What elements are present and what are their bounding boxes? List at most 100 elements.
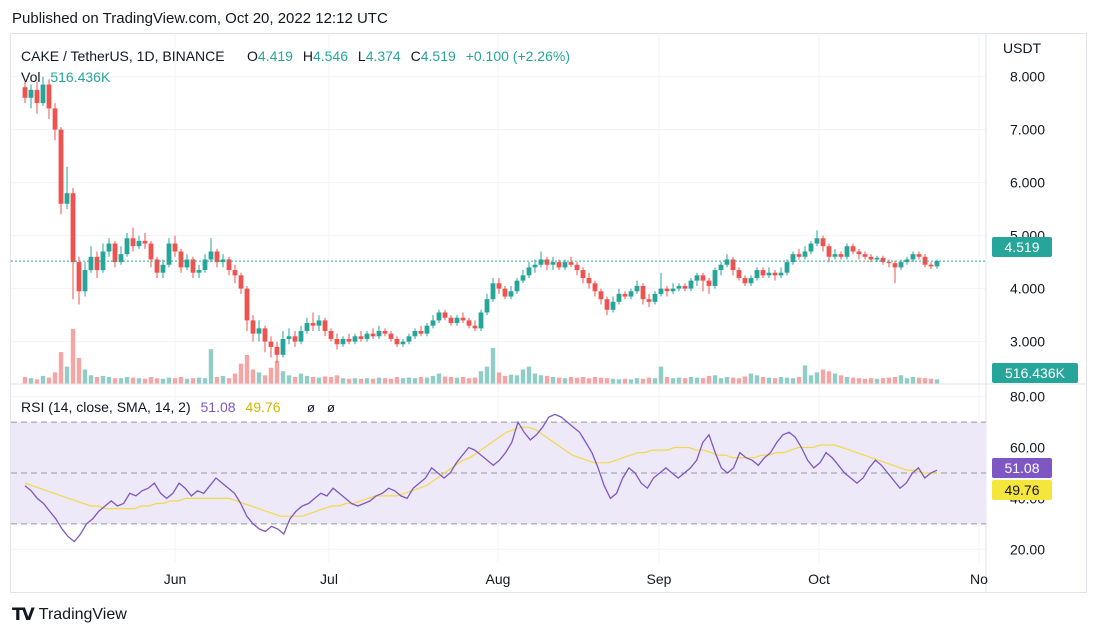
candle-body bbox=[730, 259, 736, 271]
volume-bar bbox=[226, 378, 232, 384]
volume-bar bbox=[430, 375, 436, 384]
volume-bar bbox=[814, 372, 820, 384]
time-axis[interactable]: Jun Jul Aug Sep Oct No bbox=[164, 571, 988, 587]
candle-body bbox=[292, 336, 298, 342]
candle-body bbox=[616, 293, 622, 302]
volume-bar bbox=[52, 372, 58, 384]
time-axis-label: Aug bbox=[486, 571, 511, 587]
time-axis-label: Jun bbox=[164, 571, 187, 587]
chart-frame[interactable]: CAKE / TetherUS, 1D, BINANCE O4.419 H4.5… bbox=[10, 33, 1087, 593]
candle-body bbox=[370, 333, 376, 337]
candle-body bbox=[880, 257, 886, 263]
volume-bar bbox=[916, 377, 922, 384]
price-axis-tick: 3.000 bbox=[1010, 334, 1045, 350]
candle-body bbox=[466, 320, 472, 326]
candles bbox=[22, 76, 940, 363]
legend-high-label: H bbox=[303, 48, 313, 64]
volume-bar bbox=[496, 372, 502, 384]
candle-body bbox=[208, 251, 214, 260]
rsi-legend-value: 51.08 bbox=[201, 399, 236, 415]
candle-body bbox=[640, 285, 646, 300]
candle-body bbox=[34, 89, 40, 104]
volume-bar bbox=[484, 366, 490, 384]
candle-body bbox=[808, 243, 814, 252]
candle-body bbox=[244, 288, 250, 321]
legend-close-label: C bbox=[411, 48, 421, 64]
legend-low-value: 4.374 bbox=[366, 48, 401, 64]
candle-body bbox=[430, 320, 436, 326]
chart-svg[interactable]: CAKE / TetherUS, 1D, BINANCE O4.419 H4.5… bbox=[11, 34, 1086, 592]
candle-body bbox=[934, 261, 940, 267]
volume-bar bbox=[28, 378, 34, 384]
volume-bar bbox=[154, 378, 160, 384]
candle-body bbox=[634, 285, 640, 292]
candle-body bbox=[718, 264, 724, 271]
candle-body bbox=[478, 312, 484, 329]
volume-bar bbox=[448, 377, 454, 384]
candle-body bbox=[346, 338, 352, 342]
volume-bar bbox=[142, 378, 148, 384]
volume-bar bbox=[460, 377, 466, 384]
volume-bar bbox=[682, 378, 688, 384]
volume-bar bbox=[556, 377, 562, 384]
volume-bar bbox=[112, 378, 118, 384]
eye-off-icon[interactable]: ø bbox=[307, 400, 315, 415]
rsi-pane[interactable] bbox=[11, 413, 986, 543]
candle-body bbox=[862, 254, 868, 257]
price-axis-unit: USDT bbox=[1003, 40, 1042, 56]
candle-body bbox=[790, 254, 796, 263]
volume-bar bbox=[160, 378, 166, 384]
candle-body bbox=[592, 283, 598, 292]
rsi-axis-tick: 80.00 bbox=[1010, 389, 1045, 405]
rsi-sma-tag-text: 49.76 bbox=[1004, 482, 1039, 498]
rsi-value-tag-bg bbox=[992, 458, 1052, 478]
volume-bar bbox=[574, 377, 580, 384]
candle-body bbox=[910, 254, 916, 260]
legend-volume-value: 516.436K bbox=[50, 69, 111, 85]
volume-bar bbox=[760, 377, 766, 384]
candle-body bbox=[442, 312, 448, 318]
volume-bar bbox=[478, 371, 484, 384]
volume-bar bbox=[388, 378, 394, 384]
volume-bar bbox=[562, 378, 568, 384]
candle-body bbox=[856, 251, 862, 255]
candle-body bbox=[526, 267, 532, 276]
volume-bar bbox=[100, 375, 106, 384]
rsi-axis-tick: 60.00 bbox=[1010, 440, 1045, 456]
volume-bar bbox=[34, 379, 40, 384]
volume-bar bbox=[616, 379, 622, 384]
volume-bars bbox=[22, 328, 940, 384]
volume-bar bbox=[124, 377, 130, 384]
volume-bar bbox=[304, 375, 310, 384]
candle-body bbox=[214, 251, 220, 263]
volume-bar bbox=[874, 378, 880, 384]
volume-bar bbox=[376, 377, 382, 384]
volume-bar bbox=[640, 378, 646, 384]
volume-bar bbox=[892, 377, 898, 384]
tradingview-brand[interactable]: 𝗧𝗩 TradingView bbox=[12, 605, 127, 625]
candle-body bbox=[352, 336, 358, 342]
rsi-sma-tag-bg bbox=[992, 480, 1052, 500]
volume-bar bbox=[586, 378, 592, 384]
candle-body bbox=[712, 270, 718, 286]
eye-off-icon[interactable]: ø bbox=[327, 400, 335, 415]
volume-bar bbox=[184, 378, 190, 384]
legend-ohlc: O4.419 H4.546 L4.374 C4.519 +0.100 (+2.2… bbox=[247, 48, 570, 64]
candle-body bbox=[622, 293, 628, 297]
volume-bar bbox=[742, 376, 748, 384]
candle-body bbox=[736, 270, 742, 278]
candle-body bbox=[694, 275, 700, 281]
tradingview-logo-icon: 𝗧𝗩 bbox=[12, 605, 35, 624]
volume-bar bbox=[130, 377, 136, 384]
current-volume-tag: 516.436K bbox=[992, 363, 1078, 383]
volume-bar bbox=[244, 355, 250, 384]
price-pane[interactable] bbox=[11, 76, 986, 384]
volume-bar bbox=[346, 378, 352, 384]
candle-body bbox=[256, 328, 262, 334]
candle-body bbox=[514, 280, 520, 292]
candle-body bbox=[580, 270, 586, 278]
volume-bar bbox=[292, 377, 298, 384]
volume-bar bbox=[268, 367, 274, 384]
volume-bar bbox=[406, 377, 412, 384]
